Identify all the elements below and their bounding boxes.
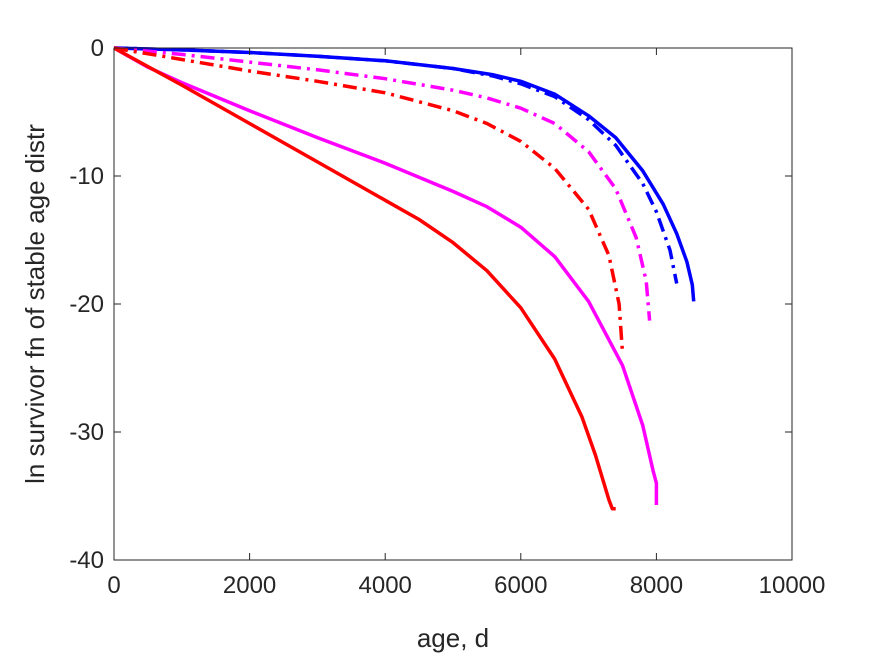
series-line-4 [113,46,652,321]
y-tick-label: 0 [91,35,104,62]
series-line-2 [113,46,679,284]
series-line-3 [113,46,659,505]
y-tick-label: -10 [69,163,104,190]
x-tick-label: 2000 [223,572,276,599]
y-tick-label: -40 [69,547,104,574]
y-axis-label: ln survivor fn of stable age distr [20,124,50,484]
x-tick-label: 0 [107,572,120,599]
series-layer [113,46,696,511]
series-line-5 [113,46,616,511]
plot-area [114,48,792,560]
x-axis-label: age, d [417,623,489,653]
x-tick-label: 8000 [630,572,683,599]
x-tick-label: 4000 [359,572,412,599]
ticks-layer: 0 2000 4000 6000 8000 10000 0 -10 -20 -30 -40 [69,35,825,599]
x-tick-label: 10000 [759,572,826,599]
y-tick-label: -30 [69,419,104,446]
y-tick-label: -20 [69,291,104,318]
series-line-6 [113,46,625,353]
x-tick-label: 6000 [494,572,547,599]
